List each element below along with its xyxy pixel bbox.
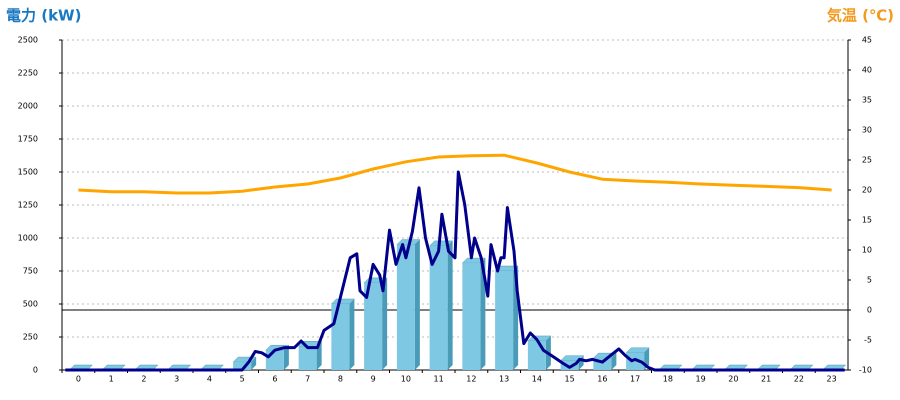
y2-tick-label: 45 <box>862 36 872 45</box>
y-tick-label: 2250 <box>18 69 38 78</box>
y-tick-label: 2000 <box>18 102 38 111</box>
x-tick-label: 15 <box>565 375 575 384</box>
y2-tick-label: -5 <box>864 336 872 345</box>
bar-front <box>560 360 579 370</box>
x-tick-label: 16 <box>597 375 607 384</box>
bar <box>461 257 486 370</box>
y2-tick-label: 10 <box>862 246 872 255</box>
x-tick-label: 0 <box>76 375 81 384</box>
bar-side <box>349 299 355 370</box>
bar-front <box>298 346 317 370</box>
x-tick-label: 18 <box>663 375 673 384</box>
x-tick-label: 5 <box>240 375 245 384</box>
y2-tick-label: 35 <box>862 96 872 105</box>
bar-front <box>495 271 514 370</box>
x-tick-label: 12 <box>466 375 476 384</box>
bar-front <box>593 358 612 370</box>
x-tick-label: 23 <box>827 375 837 384</box>
y-tick-label: 750 <box>23 267 38 276</box>
y2-tick-label: 40 <box>862 66 872 75</box>
y-tick-label: 1750 <box>18 135 38 144</box>
y-tick-label: 250 <box>23 333 38 342</box>
bar-side <box>480 258 486 370</box>
y2-tick-label: 25 <box>862 156 872 165</box>
bar-side <box>447 240 453 370</box>
bar-side <box>251 357 257 370</box>
y2-tick-label: 20 <box>862 186 872 195</box>
bar-front <box>626 352 645 370</box>
x-tick-label: 20 <box>728 375 738 384</box>
x-tick-label: 1 <box>109 375 114 384</box>
x-tick-label: 13 <box>499 375 509 384</box>
bar-side <box>283 345 289 370</box>
x-tick-label: 10 <box>401 375 411 384</box>
y-tick-label: 1500 <box>18 168 38 177</box>
x-tick-label: 17 <box>630 375 640 384</box>
bar-front <box>396 244 415 370</box>
y2-axis-title: 気温 (℃) <box>827 7 894 25</box>
x-tick-label: 3 <box>174 375 179 384</box>
x-tick-label: 4 <box>207 375 212 384</box>
y2-tick-label: 15 <box>862 216 872 225</box>
bar-front <box>364 282 383 370</box>
y-axis-title: 電力 (kW) <box>6 7 81 25</box>
bar-front <box>331 304 350 370</box>
x-tick-label: 6 <box>272 375 277 384</box>
x-tick-label: 14 <box>532 375 542 384</box>
x-tick-label: 9 <box>371 375 376 384</box>
y-tick-label: 2500 <box>18 36 38 45</box>
x-tick-label: 22 <box>794 375 804 384</box>
bar-front <box>462 263 481 370</box>
x-tick-label: 8 <box>338 375 343 384</box>
bar-side <box>382 277 388 370</box>
y-tick-label: 0 <box>33 366 38 375</box>
bar-front <box>233 362 252 370</box>
bar <box>494 265 519 370</box>
bar-front <box>429 245 448 370</box>
y-tick-label: 1250 <box>18 201 38 210</box>
y-tick-label: 500 <box>23 300 38 309</box>
y2-tick-label: 30 <box>862 126 872 135</box>
line <box>78 153 832 195</box>
x-tick-label: 7 <box>305 375 310 384</box>
x-tick-label: 19 <box>696 375 706 384</box>
bar <box>330 298 355 370</box>
x-tick-label: 11 <box>434 375 444 384</box>
x-tick-label: 21 <box>761 375 771 384</box>
y2-tick-label: -10 <box>859 366 872 375</box>
bar-side <box>414 239 420 370</box>
y2-tick-label: 5 <box>867 276 872 285</box>
bar <box>396 239 421 370</box>
y-tick-label: 1000 <box>18 234 38 243</box>
bar-front <box>527 340 546 370</box>
x-tick-label: 2 <box>141 375 146 384</box>
y2-tick-label: 0 <box>867 306 872 315</box>
bar-front <box>265 350 284 370</box>
bar-side <box>611 353 617 370</box>
line <box>65 170 845 372</box>
